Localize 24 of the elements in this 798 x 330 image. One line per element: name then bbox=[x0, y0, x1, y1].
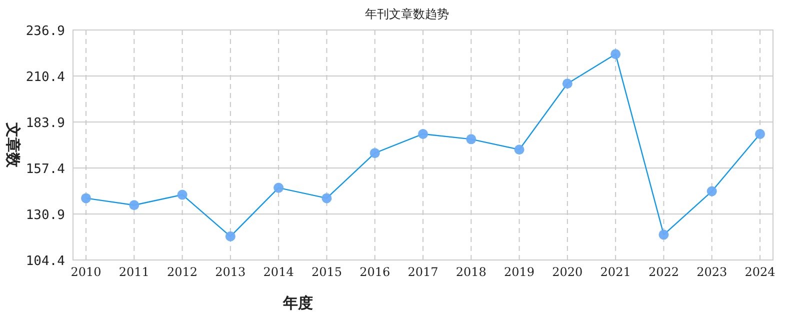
x-tick-label: 2024 bbox=[744, 265, 776, 279]
y-tick-label: 236.9 bbox=[26, 24, 65, 39]
x-tick-label: 2015 bbox=[311, 265, 342, 279]
x-tick-label: 2013 bbox=[215, 265, 246, 279]
x-tick-label: 2019 bbox=[504, 265, 535, 279]
x-axis-title: 年度 bbox=[282, 294, 313, 312]
x-tick-label: 2022 bbox=[648, 265, 679, 279]
y-tick-label: 130.9 bbox=[26, 208, 65, 223]
y-axis-title: 文章数 bbox=[4, 122, 22, 168]
y-tick-label: 210.4 bbox=[26, 70, 66, 85]
x-tick-label: 2018 bbox=[456, 265, 486, 279]
x-tick-label: 2014 bbox=[263, 265, 294, 279]
x-tick-label: 2017 bbox=[408, 265, 438, 279]
chart-title: 年刊文章数趋势 bbox=[365, 7, 449, 21]
x-tick-label: 2020 bbox=[552, 265, 583, 279]
x-tick-label: 2016 bbox=[360, 265, 390, 279]
y-tick-label: 183.9 bbox=[26, 116, 65, 131]
x-tick-label: 2023 bbox=[696, 265, 728, 279]
x-tick-label: 2012 bbox=[167, 265, 198, 279]
y-tick-label: 104.4 bbox=[26, 254, 66, 269]
x-tick-label: 2021 bbox=[600, 265, 631, 279]
x-tick-label: 2011 bbox=[118, 265, 150, 279]
x-tick-label: 2010 bbox=[70, 265, 102, 279]
y-tick-label: 157.4 bbox=[26, 162, 66, 177]
